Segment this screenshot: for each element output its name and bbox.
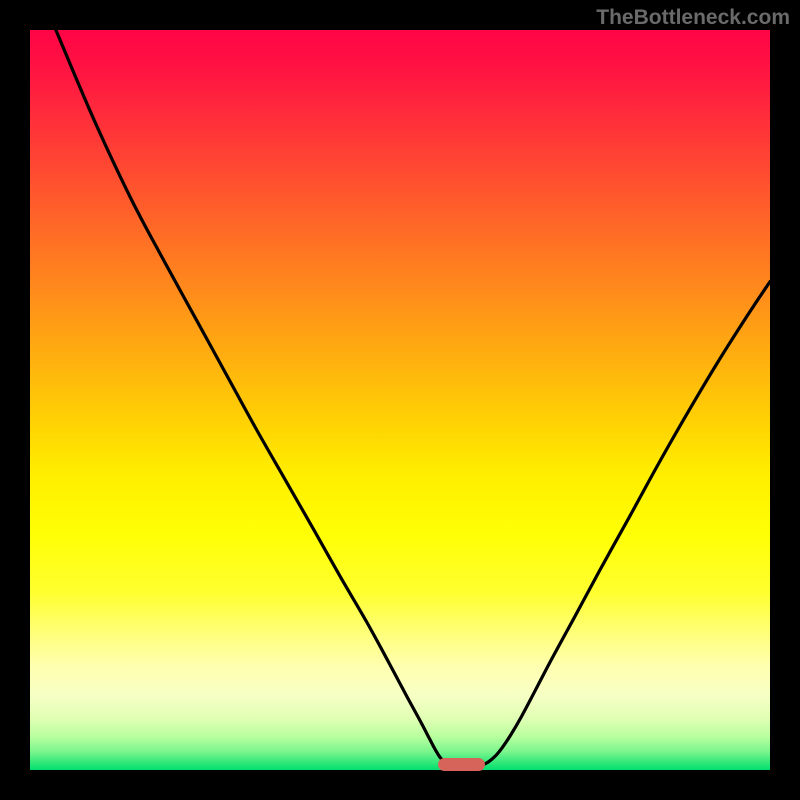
chart-plot-area <box>30 30 770 770</box>
bottleneck-curve <box>30 30 770 770</box>
attribution-text: TheBottleneck.com <box>596 6 790 30</box>
chart-container: TheBottleneck.com <box>0 0 800 800</box>
minimum-marker <box>438 758 485 771</box>
